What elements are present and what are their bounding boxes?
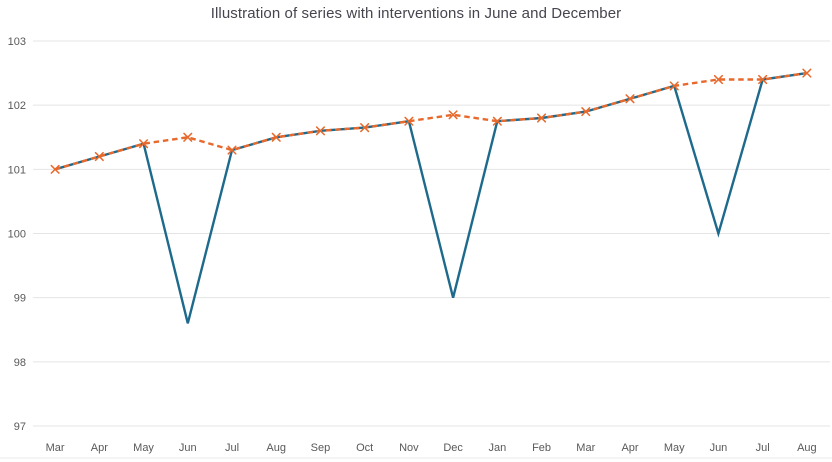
x-tick-label: Mar	[576, 442, 595, 454]
marker-x	[758, 74, 768, 85]
marker-x	[360, 123, 370, 133]
marker-x	[315, 126, 325, 136]
marker-x	[669, 81, 679, 91]
marker-x	[139, 139, 149, 149]
x-tick-label: Jul	[225, 442, 239, 454]
y-tick-label: 103	[8, 36, 26, 48]
y-tick-label: 99	[14, 293, 26, 305]
x-tick-label: Sep	[311, 442, 331, 454]
marker-x	[581, 107, 591, 117]
x-tick-label: Apr	[91, 442, 108, 454]
series-solid-line	[54, 71, 808, 324]
y-tick-label: 97	[14, 421, 26, 433]
x-tick-label: Aug	[797, 442, 817, 454]
x-tick-label: Mar	[46, 442, 65, 454]
x-tick-label: Jan	[488, 442, 506, 454]
x-tick-label: May	[664, 442, 685, 454]
x-tick-label: May	[133, 442, 154, 454]
marker-x	[271, 132, 281, 142]
marker-x	[802, 68, 812, 78]
y-tick-label: 102	[8, 100, 26, 112]
x-tick-label: Nov	[399, 442, 419, 454]
chart-title: Illustration of series with intervention…	[210, 5, 622, 22]
x-tick-label: Jun	[710, 442, 728, 454]
marker-x	[404, 116, 414, 126]
marker-x	[492, 116, 502, 126]
x-tick-label: Jul	[756, 442, 770, 454]
y-tick-label: 100	[8, 229, 26, 241]
x-tick-label: Oct	[356, 442, 373, 454]
x-tick-label: Jun	[179, 442, 197, 454]
marker-x	[537, 113, 547, 123]
marker-x	[448, 110, 458, 120]
x-tick-label: Feb	[532, 442, 551, 454]
marker-x	[50, 164, 60, 174]
y-tick-label: 101	[8, 164, 26, 176]
marker-x	[713, 74, 723, 85]
x-tick-label: Apr	[621, 442, 638, 454]
y-tick-label: 98	[14, 357, 26, 369]
marker-x	[183, 132, 193, 142]
series-dashed-line	[54, 71, 808, 171]
marker-x	[625, 94, 635, 104]
marker-x	[227, 145, 237, 155]
marker-x	[94, 151, 104, 162]
x-tick-label: Dec	[443, 442, 463, 454]
x-tick-label: Aug	[266, 442, 286, 454]
